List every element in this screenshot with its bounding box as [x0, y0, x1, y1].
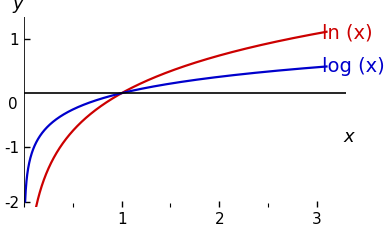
- Text: log (x): log (x): [322, 57, 385, 76]
- Text: 0: 0: [8, 97, 17, 112]
- X-axis label: x: x: [344, 128, 355, 146]
- Text: ln (x): ln (x): [322, 23, 372, 42]
- Y-axis label: y: y: [12, 0, 23, 13]
